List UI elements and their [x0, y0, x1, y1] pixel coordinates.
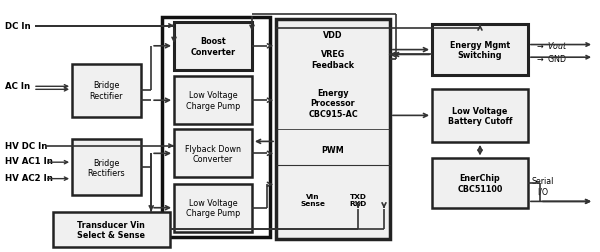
Text: DC In: DC In [5, 22, 31, 31]
Text: EnerChip
CBC51100: EnerChip CBC51100 [457, 174, 503, 193]
Bar [432, 25, 528, 76]
Text: Serial
I/O: Serial I/O [532, 176, 554, 195]
Bar [174, 130, 252, 178]
Bar [174, 23, 252, 71]
Bar [432, 159, 528, 208]
Text: HV AC2 In: HV AC2 In [5, 173, 53, 182]
Text: Energy Mgmt
Switching: Energy Mgmt Switching [450, 41, 510, 60]
Text: Bridge
Rectifiers: Bridge Rectifiers [88, 158, 125, 177]
Bar [174, 77, 252, 125]
Text: TXD
RXD: TXD RXD [349, 194, 367, 206]
Bar [53, 212, 170, 247]
Bar [162, 18, 270, 237]
Text: HV AC1 In: HV AC1 In [5, 157, 53, 166]
Bar [432, 89, 528, 142]
Bar [276, 20, 390, 239]
Text: Low Voltage
Charge Pump: Low Voltage Charge Pump [186, 91, 240, 110]
Text: VDD: VDD [323, 31, 343, 40]
Bar [174, 184, 252, 232]
Text: Boost
Converter: Boost Converter [190, 37, 236, 56]
Text: HV DC In: HV DC In [5, 142, 47, 151]
Text: $\rightarrow$ Vout: $\rightarrow$ Vout [535, 40, 568, 51]
Text: $\rightarrow$ GND: $\rightarrow$ GND [535, 52, 567, 64]
Text: Vin
Sense: Vin Sense [300, 194, 325, 206]
Bar [72, 140, 141, 195]
Text: Low Voltage
Battery Cutoff: Low Voltage Battery Cutoff [448, 106, 512, 125]
Text: PWM: PWM [322, 145, 344, 154]
Bar [72, 64, 141, 117]
Text: Energy
Processor
CBC915-AC: Energy Processor CBC915-AC [308, 89, 358, 118]
Text: VREG
Feedback: VREG Feedback [311, 50, 355, 69]
Text: AC In: AC In [5, 81, 30, 90]
Text: Transducer Vin
Select & Sense: Transducer Vin Select & Sense [77, 220, 145, 239]
Text: Low Voltage
Charge Pump: Low Voltage Charge Pump [186, 198, 240, 217]
Text: Flyback Down
Converter: Flyback Down Converter [185, 144, 241, 163]
Text: Bridge
Rectifier: Bridge Rectifier [90, 81, 123, 100]
